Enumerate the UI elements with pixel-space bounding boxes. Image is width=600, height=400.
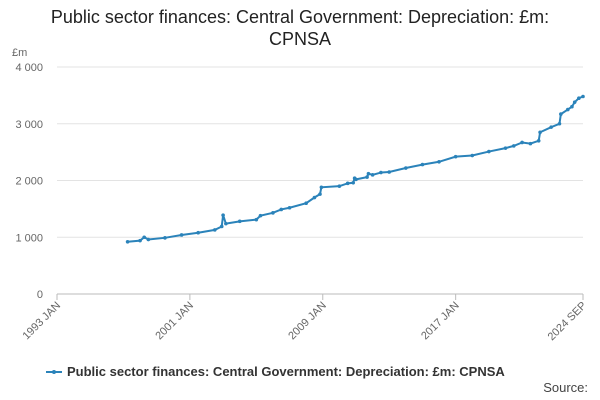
point (503, 146, 508, 150)
point (138, 238, 142, 243)
point (379, 170, 383, 175)
series-line (127, 95, 584, 243)
point (312, 195, 317, 200)
point (487, 149, 491, 154)
point (304, 201, 308, 205)
point (370, 173, 375, 177)
point (254, 217, 259, 222)
point (142, 235, 147, 240)
point (420, 162, 425, 167)
point (577, 96, 581, 101)
point (213, 228, 217, 232)
point (549, 125, 553, 129)
point (146, 237, 151, 242)
point (536, 138, 541, 143)
point (354, 177, 358, 182)
legend-label: Public sector finances: Central Governme… (67, 364, 505, 379)
point (345, 181, 350, 186)
point (237, 219, 242, 224)
point (318, 192, 322, 196)
point (196, 230, 200, 235)
point (366, 171, 371, 176)
point (179, 233, 184, 237)
point (404, 166, 408, 170)
y-tick-label: 2 000 (15, 176, 43, 188)
x-tick-label: 2017 JAN (419, 300, 462, 343)
point (271, 211, 275, 215)
x-tick-label: 1993 JAN (20, 300, 63, 343)
x-tick-label: 2024 SEP (546, 300, 590, 344)
point (581, 94, 585, 99)
point (337, 184, 342, 188)
point (437, 159, 441, 164)
point (279, 207, 284, 212)
point (559, 112, 563, 116)
point (163, 236, 167, 240)
point (319, 185, 324, 190)
point (570, 104, 574, 109)
point (365, 175, 369, 179)
point (258, 213, 263, 218)
point (351, 180, 356, 185)
x-tick-label: 2009 JAN (286, 300, 329, 343)
y-tick-label: 4 000 (15, 62, 43, 74)
y-tick-label: 3 000 (15, 119, 43, 131)
point (520, 140, 524, 145)
point (511, 144, 516, 148)
chart-title: Public sector finances: Central Governme… (50, 7, 550, 49)
x-tick-label: 2001 JAN (153, 300, 196, 343)
point (125, 239, 130, 244)
point (538, 130, 542, 135)
point (470, 153, 475, 158)
point (557, 121, 562, 126)
point (224, 221, 228, 226)
point (572, 100, 577, 104)
point (387, 170, 392, 174)
point (287, 205, 292, 210)
y-tick-label: 0 (37, 289, 43, 301)
y-tick-label: 1 000 (15, 232, 43, 244)
point (219, 224, 224, 229)
point (221, 213, 225, 217)
point (565, 107, 570, 112)
legend-marker (52, 370, 56, 374)
y-axis-label: £m (12, 47, 27, 59)
point (453, 154, 458, 159)
point (528, 141, 533, 146)
source: Source: (543, 380, 588, 395)
